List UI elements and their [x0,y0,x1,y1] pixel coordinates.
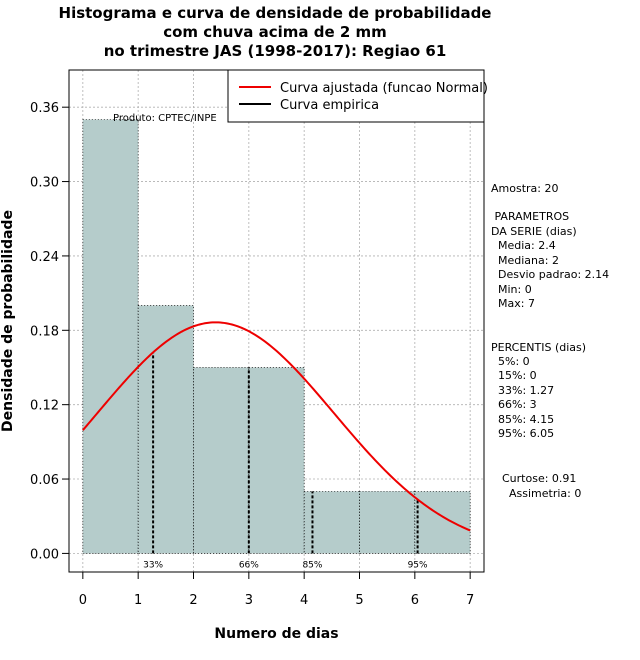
x-tick-label-0: 0 [79,593,87,608]
stat-p66: 66%: 3 [498,398,537,411]
x-tick-label-1: 1 [134,593,142,608]
stat-max: Max: 7 [498,297,535,310]
stat-p5: 5%: 0 [498,355,530,368]
stat-media: Media: 2.4 [498,239,556,252]
y-tick-label-4: 0.24 [30,250,59,265]
normal-fit-curve [82,321,471,532]
percentile-label-33: 33% [143,560,163,570]
histogram-bar-4 [248,367,305,554]
legend-label-1: Curva ajustada (funcao Normal) [280,81,488,96]
x-tick-label-6: 6 [411,593,419,608]
stat-p15: 15%: 0 [498,369,537,382]
y-tick-label-6: 0.36 [30,101,59,116]
histogram-bar-outline-2 [137,305,194,554]
y-tick-label-5: 0.30 [30,176,59,191]
x-tick-label-2: 2 [189,593,197,608]
x-tick-label-5: 5 [355,593,363,608]
chart-title-line-3: no trimestre JAS (1998-2017): Regiao 61 [103,42,447,60]
x-tick-label-4: 4 [300,593,308,608]
histogram-bar-outline-5 [303,491,360,554]
stat-p85: 85%: 4.15 [498,413,555,426]
y-tick-label-3: 0.18 [30,324,59,339]
stat-amostra: Amostra: 20 [491,182,559,195]
y-tick-label-0: 0.00 [30,547,59,562]
y-tick-label-2: 0.12 [30,399,59,414]
chart-title: Histograma e curva de densidade de proba… [0,4,550,61]
y-tick-label-1: 0.06 [30,473,59,488]
histogram-bar-7 [414,491,471,554]
stat-p95: 95%: 6.05 [498,427,555,440]
stat-desvio-padrao: Desvio padrao: 2.14 [498,268,610,281]
histogram-bar-outline-3 [193,367,250,554]
stat-min: Min: 0 [498,283,532,296]
chart-title-line-2: com chuva acima de 2 mm [163,23,387,41]
percentile-label-66: 66% [239,560,259,570]
histogram-bar-6 [359,491,415,554]
stat-mediana: Mediana: 2 [498,254,559,267]
legend-label-2: Curva empirica [280,98,379,113]
stat-curtose: Curtose: 0.91 [502,472,577,485]
y-axis-label: Densidade de probabilidade [0,210,16,432]
stat-perc-header: PERCENTIS (dias) [491,341,587,354]
percentile-label-85: 85% [302,560,322,570]
product-label: Produto: CPTEC/INPE [113,113,217,124]
chart-title-line-1: Histograma e curva de densidade de proba… [58,4,492,22]
histogram-bar-outline-1 [82,119,139,554]
percentile-label-95: 95% [408,560,428,570]
x-tick-label-3: 3 [245,593,253,608]
legend-box [227,69,485,123]
histogram-bar-3 [193,367,249,554]
histogram-bar-outline-7 [414,491,471,554]
stat-assimetria: Assimetria: 0 [509,487,582,500]
stat-param-header: PARAMETROS DA SERIE (dias) [491,210,577,238]
x-axis-label: Numero de dias [214,626,338,642]
histogram-bar-outline-6 [359,491,416,554]
stat-p33: 33%: 1.27 [498,384,555,397]
histogram-bar-1 [82,119,139,554]
histogram-bar-outline-4 [248,367,305,554]
histogram-bar-2 [138,305,194,554]
x-tick-label-7: 7 [466,593,474,608]
